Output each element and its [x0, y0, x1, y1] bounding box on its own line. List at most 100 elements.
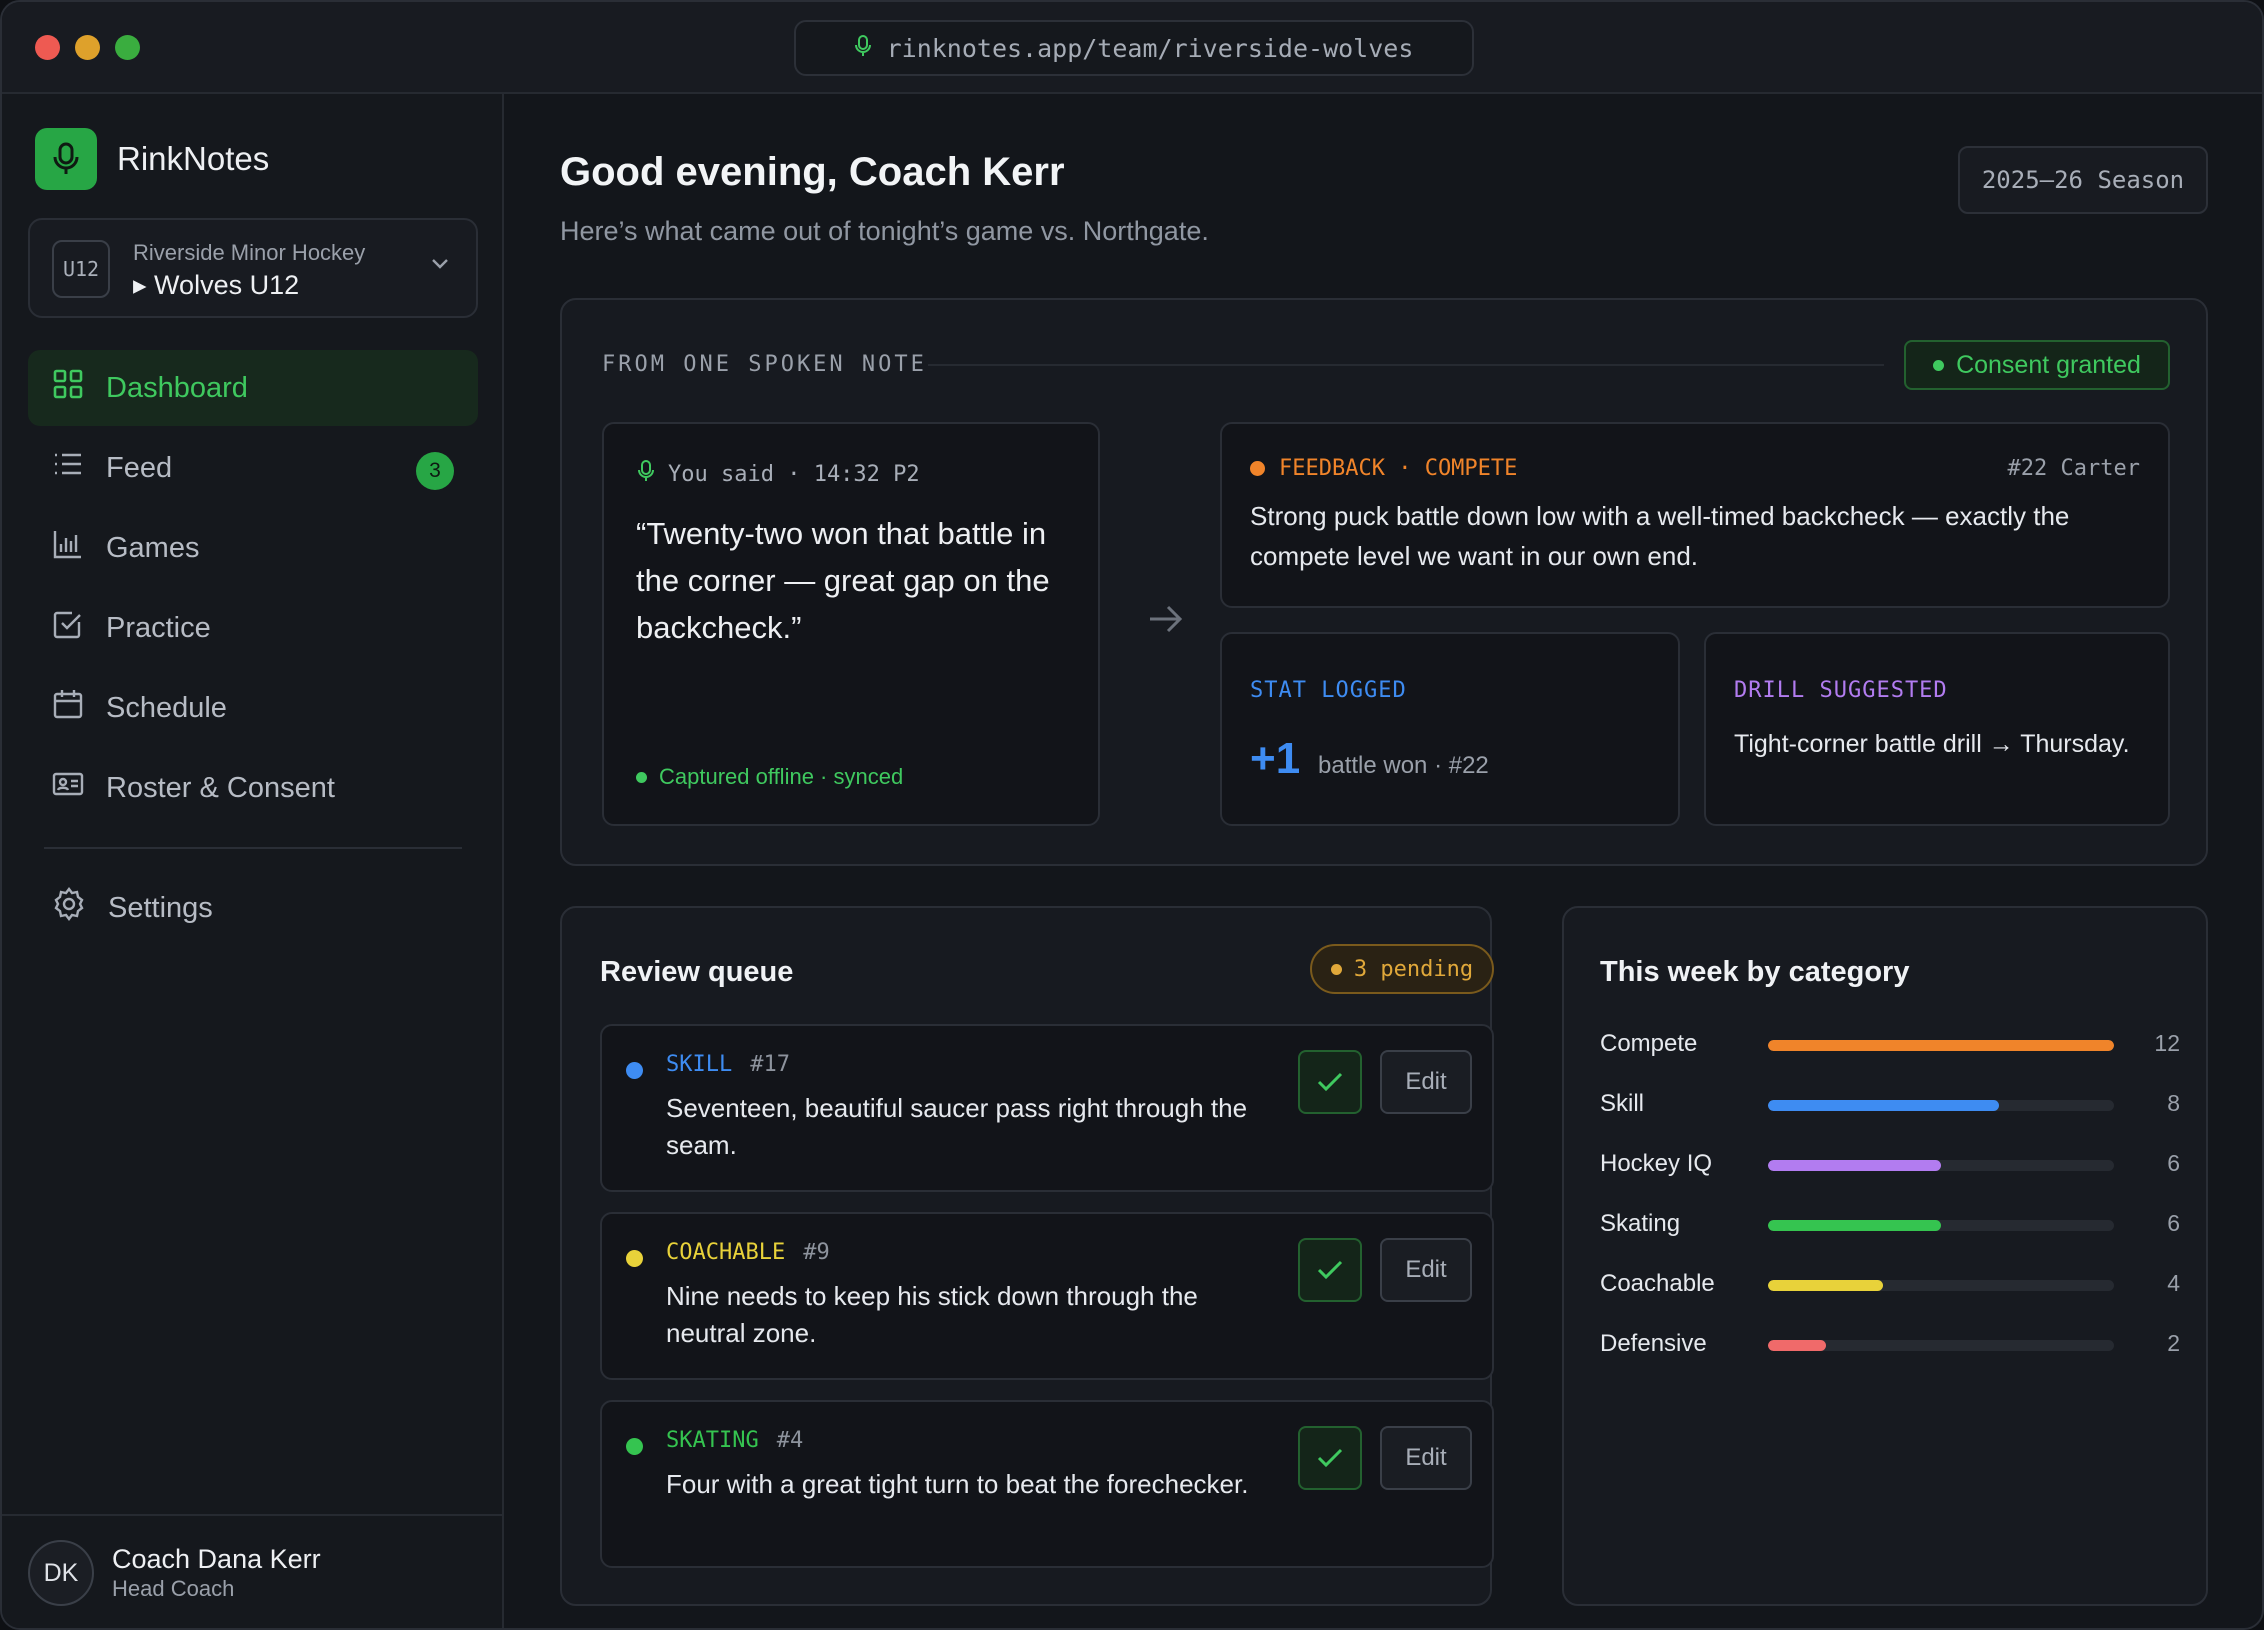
category-count: 6 — [2167, 1210, 2180, 1236]
page-title: Good evening, Coach Kerr — [560, 150, 1065, 194]
category-count: 6 — [2167, 1150, 2180, 1176]
grid-icon — [52, 368, 84, 408]
approve-button[interactable] — [1298, 1426, 1362, 1490]
edit-button[interactable]: Edit — [1380, 1426, 1472, 1490]
section-label: FROM ONE SPOKEN NOTE — [602, 352, 927, 377]
category-count: 2 — [2167, 1330, 2180, 1356]
consent-label: Consent granted — [1956, 350, 2141, 379]
sidebar-item-settings[interactable]: Settings — [28, 870, 478, 946]
sidebar-item-label: Feed — [106, 451, 173, 484]
spoken-note-card: FROM ONE SPOKEN NOTE Consent granted You… — [560, 298, 2208, 866]
sidebar: RinkNotes U12 Riverside Minor Hockey ▸ W… — [2, 94, 504, 1628]
minimize-window-button[interactable] — [75, 35, 100, 60]
sidebar-item-feed[interactable]: Feed 3 — [28, 430, 478, 506]
sidebar-nav: Dashboard Feed 3 Games Practice Schedule — [28, 350, 478, 830]
feedback-tag: FEEDBACK · COMPETE — [1250, 456, 1517, 481]
category-dot-icon — [626, 1062, 643, 1079]
check-icon — [1317, 1448, 1343, 1468]
sidebar-item-dashboard[interactable]: Dashboard — [28, 350, 478, 426]
edit-button[interactable]: Edit — [1380, 1238, 1472, 1302]
arrow-right-icon — [1146, 602, 1186, 641]
category-dot-icon — [626, 1250, 643, 1267]
maximize-window-button[interactable] — [115, 35, 140, 60]
category-row: Skill 8 — [1600, 1084, 2180, 1124]
team-age-badge: U12 — [52, 240, 110, 298]
status-dot-icon — [1933, 359, 1945, 371]
category-title: This week by category — [1600, 956, 1910, 988]
item-text: Four with a great tight turn to beat the… — [666, 1469, 1249, 1499]
category-bar-fill — [1768, 1280, 1884, 1291]
sidebar-item-practice[interactable]: Practice — [28, 590, 478, 666]
item-player-number: #4 — [776, 1428, 804, 1453]
title-bar: rinknotes.app/team/riverside-wolves — [2, 2, 2262, 94]
category-bar-track — [1768, 1100, 2114, 1111]
sidebar-settings: Settings — [28, 870, 478, 950]
stat-tag: STAT LOGGED — [1250, 678, 1407, 703]
sidebar-item-roster-consent[interactable]: Roster & Consent — [28, 750, 478, 826]
approve-button[interactable] — [1298, 1238, 1362, 1302]
item-text: Seventeen, beautiful saucer pass right t… — [666, 1093, 1248, 1160]
sidebar-item-schedule[interactable]: Schedule — [28, 670, 478, 746]
consent-badge: Consent granted — [1904, 340, 2170, 390]
id-card-icon — [52, 768, 84, 808]
close-window-button[interactable] — [35, 35, 60, 60]
player-label: #22 Carter — [2007, 456, 2140, 481]
category-bar-fill — [1768, 1040, 2114, 1051]
item-player-number: #9 — [803, 1240, 830, 1265]
item-player-number: #17 — [750, 1052, 790, 1077]
avatar[interactable]: DK — [28, 1540, 94, 1606]
list-icon — [52, 448, 84, 488]
sidebar-item-games[interactable]: Games — [28, 510, 478, 586]
drill-tag: DRILL SUGGESTED — [1734, 678, 1948, 703]
drill-text: Tight-corner battle drill → Thursday. — [1734, 730, 2130, 758]
stat-description: battle won · #22 — [1318, 752, 1489, 779]
category-label: Compete — [1600, 1030, 1698, 1057]
stat-logged-card[interactable]: STAT LOGGED +1 battle won · #22 — [1220, 632, 1680, 826]
item-header: SKATING #4 — [666, 1428, 803, 1453]
transcript-time: You said · 14:32 P2 — [668, 461, 920, 487]
calendar-icon — [52, 688, 84, 728]
microphone-icon — [638, 460, 654, 488]
sidebar-item-label: Settings — [108, 891, 213, 924]
brand[interactable]: RinkNotes — [35, 128, 269, 190]
item-category: SKILL — [666, 1052, 733, 1077]
category-bar-track — [1768, 1220, 2114, 1231]
feedback-card[interactable]: FEEDBACK · COMPETE #22 Carter Strong puc… — [1220, 422, 2170, 608]
category-label: Coachable — [1600, 1270, 1715, 1297]
drill-suggested-card[interactable]: DRILL SUGGESTED Tight-corner battle dril… — [1704, 632, 2170, 826]
checkbox-icon — [52, 608, 84, 648]
feed-count-badge: 3 — [416, 452, 454, 490]
edit-button[interactable]: Edit — [1380, 1050, 1472, 1114]
category-breakdown: This week by category Compete 12 Skill 8… — [1562, 906, 2208, 1606]
user-role: Head Coach — [112, 1576, 235, 1601]
sidebar-item-label: Practice — [106, 611, 211, 644]
chevron-down-icon — [430, 256, 450, 275]
microphone-icon — [35, 128, 97, 190]
category-row: Defensive 2 — [1600, 1324, 2180, 1364]
item-category: COACHABLE — [666, 1240, 786, 1265]
user-name: Coach Dana Kerr — [112, 1544, 321, 1574]
category-label: Hockey IQ — [1600, 1150, 1713, 1177]
category-label: Skill — [1600, 1090, 1645, 1117]
divider — [44, 847, 462, 849]
divider — [2, 1514, 502, 1516]
item-category: SKATING — [666, 1428, 759, 1453]
sidebar-item-label: Schedule — [106, 691, 227, 724]
approve-button[interactable] — [1298, 1050, 1362, 1114]
category-label: Defensive — [1600, 1330, 1707, 1357]
category-bar-track — [1768, 1160, 2114, 1171]
category-bar-fill — [1768, 1340, 1826, 1351]
sync-status: Captured offline · synced — [636, 764, 903, 790]
category-bar-track — [1768, 1280, 2114, 1291]
season-selector[interactable]: 2025–26 Season — [1958, 146, 2208, 214]
team-switcher[interactable]: U12 Riverside Minor Hockey ▸ Wolves U12 — [28, 218, 478, 318]
main-content: Good evening, Coach Kerr Here’s what cam… — [506, 94, 2262, 1628]
transcript-card: You said · 14:32 P2 “Twenty-two won that… — [602, 422, 1100, 826]
pending-label: 3 pending — [1353, 956, 1474, 982]
address-bar[interactable]: rinknotes.app/team/riverside-wolves — [794, 20, 1474, 76]
brand-name: RinkNotes — [117, 140, 270, 177]
category-bar-fill — [1768, 1160, 1941, 1171]
sync-status-label: Captured offline · synced — [659, 764, 904, 789]
status-dot-icon — [636, 771, 647, 783]
